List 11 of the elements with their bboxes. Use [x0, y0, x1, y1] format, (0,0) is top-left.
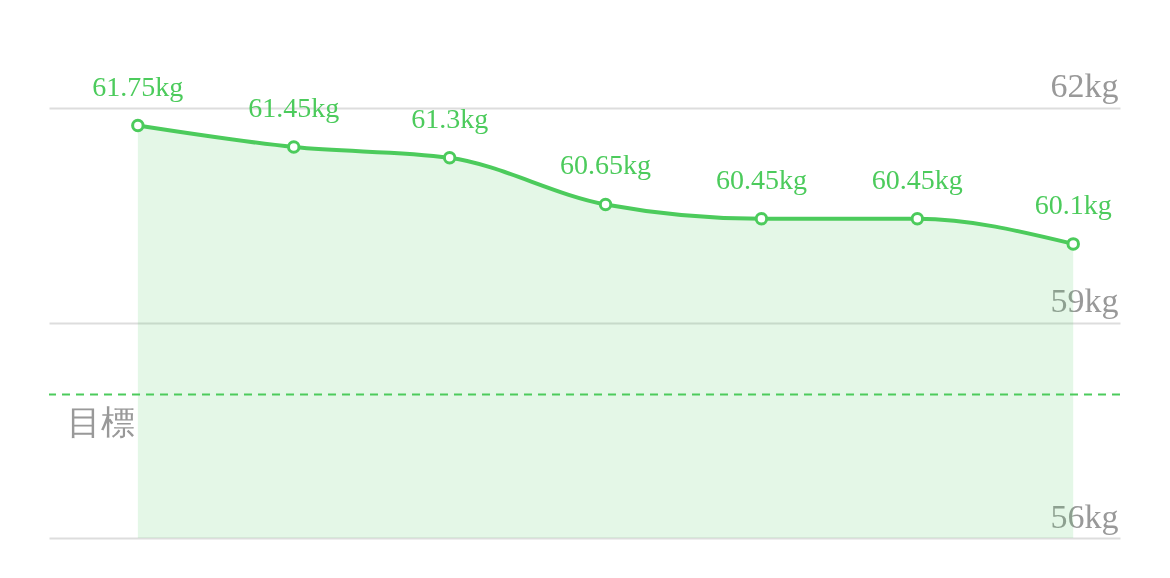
ref-line-label: 目標 [67, 403, 135, 441]
y-tick-label: 59kg [1050, 282, 1119, 320]
y-tick-label: 62kg [1050, 67, 1119, 105]
y-tick-label: 56kg [1050, 497, 1119, 535]
data-label: 61.45kg [248, 92, 340, 124]
data-label: 61.3kg [411, 102, 489, 134]
data-label: 60.45kg [871, 163, 963, 195]
data-label: 61.75kg [92, 70, 184, 102]
data-label: 60.65kg [560, 149, 652, 181]
data-label: 60.45kg [715, 163, 807, 195]
data-label: 60.1kg [1034, 188, 1112, 220]
